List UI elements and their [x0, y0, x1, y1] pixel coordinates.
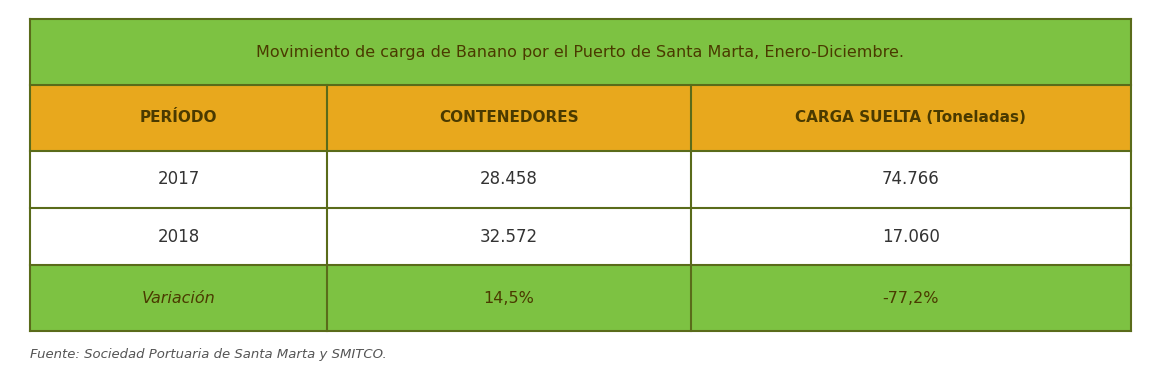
- Bar: [327, 85, 691, 151]
- Bar: [30, 265, 327, 331]
- Text: Movimiento de carga de Banano por el Puerto de Santa Marta, Enero-Diciembre.: Movimiento de carga de Banano por el Pue…: [257, 45, 904, 60]
- Text: 17.060: 17.060: [881, 228, 939, 246]
- Bar: [327, 151, 691, 208]
- Text: Variación: Variación: [142, 291, 216, 306]
- Text: PERÍODO: PERÍODO: [140, 110, 217, 125]
- Text: CARGA SUELTA (Toneladas): CARGA SUELTA (Toneladas): [795, 110, 1026, 125]
- Text: Fuente: Sociedad Portuaria de Santa Marta y SMITCO.: Fuente: Sociedad Portuaria de Santa Mart…: [30, 348, 387, 361]
- Bar: [327, 208, 691, 265]
- Bar: [30, 19, 1131, 85]
- Text: 32.572: 32.572: [479, 228, 538, 246]
- Bar: [691, 85, 1131, 151]
- Bar: [691, 151, 1131, 208]
- Bar: [691, 265, 1131, 331]
- Bar: [30, 151, 327, 208]
- Text: CONTENEDORES: CONTENEDORES: [439, 110, 579, 125]
- Text: 2018: 2018: [158, 228, 200, 246]
- Bar: [30, 85, 327, 151]
- Text: 74.766: 74.766: [882, 170, 939, 188]
- Bar: [691, 208, 1131, 265]
- Bar: [30, 208, 327, 265]
- Bar: [327, 265, 691, 331]
- Text: 2017: 2017: [158, 170, 200, 188]
- Text: 28.458: 28.458: [479, 170, 538, 188]
- Text: 14,5%: 14,5%: [483, 291, 534, 306]
- Text: -77,2%: -77,2%: [882, 291, 939, 306]
